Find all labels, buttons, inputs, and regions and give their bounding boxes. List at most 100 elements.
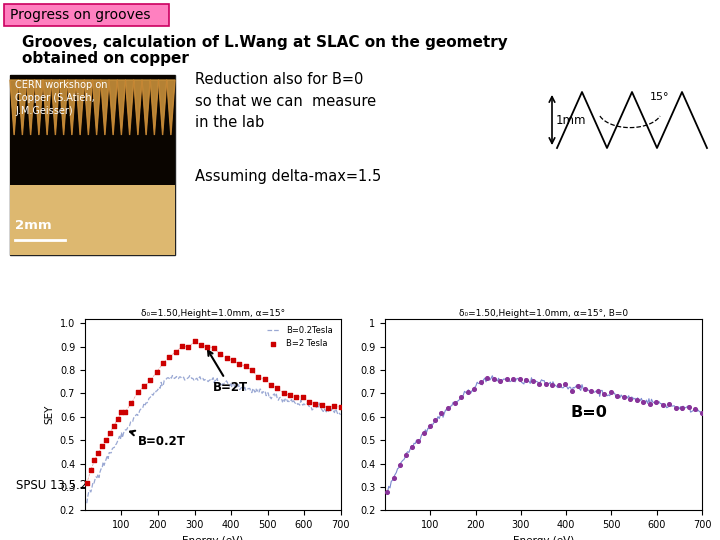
Point [592, 386, 603, 395]
B=2 Tesla [96, 441, 108, 450]
Point [488, 375, 500, 383]
Point [514, 374, 526, 383]
Polygon shape [35, 80, 43, 135]
B=2 Tesla [278, 389, 289, 397]
Text: Reduction also for B=0
so that we can  measure
in the lab: Reduction also for B=0 so that we can me… [195, 72, 376, 130]
Polygon shape [109, 80, 117, 135]
B=0.2Tesla [336, 411, 345, 418]
Line: B=0.2Tesla: B=0.2Tesla [87, 375, 341, 503]
Polygon shape [101, 80, 109, 135]
Polygon shape [43, 80, 51, 135]
Point [677, 404, 688, 413]
Title: δ₀=1.50,Height=1.0mm, α=15°: δ₀=1.50,Height=1.0mm, α=15° [140, 309, 285, 318]
B=2 Tesla [310, 399, 321, 408]
B=0.2Tesla [327, 407, 336, 414]
Point [690, 405, 701, 414]
B=2 Tesla [316, 401, 328, 410]
Point [618, 393, 629, 401]
Point [462, 388, 473, 396]
Polygon shape [167, 80, 175, 135]
B=2 Tesla [138, 382, 150, 391]
B=2 Tesla [335, 403, 346, 411]
B=2 Tesla [215, 350, 226, 359]
Point [644, 399, 656, 408]
Point [449, 399, 460, 407]
B=2 Tesla [183, 343, 194, 352]
Polygon shape [51, 80, 60, 135]
Point [572, 382, 584, 391]
B=0.2Tesla [258, 388, 267, 395]
Text: SPSU 13.5.2008: SPSU 13.5.2008 [16, 479, 109, 492]
B=2 Tesla [258, 375, 270, 383]
B=2 Tesla [104, 429, 116, 437]
Polygon shape [84, 80, 92, 135]
B=2 Tesla [265, 380, 276, 389]
B=2 Tesla [100, 436, 112, 444]
B=2 Tesla [227, 356, 238, 365]
Title: δ₀=1.50,Height=1.0mm, α=15°, B=0: δ₀=1.50,Height=1.0mm, α=15°, B=0 [459, 309, 628, 318]
Point [664, 400, 675, 409]
Point [585, 387, 597, 395]
Polygon shape [10, 80, 18, 135]
Point [631, 395, 643, 404]
Text: 1mm: 1mm [556, 113, 587, 126]
Point [468, 384, 480, 393]
Point [418, 429, 430, 437]
Polygon shape [76, 80, 84, 135]
Point [400, 450, 412, 459]
B=2 Tesla [85, 466, 96, 475]
B=2 Tesla [116, 408, 127, 416]
Point [696, 409, 708, 417]
B=2 Tesla [163, 353, 175, 361]
Point [625, 395, 636, 403]
Legend: B=0.2Tesla, B=2 Tesla: B=0.2Tesla, B=2 Tesla [264, 323, 336, 352]
B=2 Tesla [189, 337, 201, 346]
Point [508, 375, 519, 384]
B=2 Tesla [176, 342, 188, 350]
Polygon shape [142, 80, 150, 135]
Point [425, 422, 436, 431]
B=2 Tesla [126, 399, 138, 407]
B=0.2Tesla [125, 424, 133, 430]
Text: B=0.2T: B=0.2T [130, 431, 186, 448]
Point [521, 376, 532, 384]
B=2 Tesla [246, 366, 258, 375]
Bar [10, 75, 175, 255]
Point [546, 380, 558, 389]
Point [683, 402, 695, 411]
B=2 Tesla [221, 354, 233, 362]
Point [382, 488, 393, 497]
Point [394, 461, 405, 469]
B=2 Tesla [328, 401, 340, 410]
B=2 Tesla [284, 391, 296, 400]
Text: 15°: 15° [650, 92, 670, 102]
Polygon shape [60, 80, 68, 135]
Point [638, 398, 649, 407]
Point [559, 380, 571, 389]
FancyBboxPatch shape [4, 4, 169, 26]
B=2 Tesla [240, 362, 251, 370]
B=2 Tesla [93, 448, 104, 457]
Polygon shape [117, 80, 125, 135]
Polygon shape [18, 80, 27, 135]
Polygon shape [134, 80, 142, 135]
Text: 2mm: 2mm [15, 219, 52, 232]
B=2 Tesla [303, 398, 315, 407]
Point [534, 379, 545, 388]
B=2 Tesla [297, 393, 308, 401]
B=0.2Tesla [230, 383, 239, 390]
B=0.2Tesla [189, 375, 197, 382]
Point [566, 387, 577, 395]
B=2 Tesla [120, 408, 131, 416]
Text: Grooves, calculation of L.Wang at SLAC on the geometry: Grooves, calculation of L.Wang at SLAC o… [22, 36, 508, 51]
X-axis label: Energy (eV): Energy (eV) [513, 536, 575, 540]
Point [540, 380, 552, 389]
Polygon shape [68, 80, 76, 135]
Point [605, 388, 616, 396]
B=2 Tesla [145, 376, 156, 384]
B=2 Tesla [208, 343, 220, 352]
X-axis label: Energy (eV): Energy (eV) [182, 536, 243, 540]
B=2 Tesla [195, 341, 207, 350]
B=2 Tesla [290, 393, 302, 401]
B=2 Tesla [151, 367, 163, 376]
